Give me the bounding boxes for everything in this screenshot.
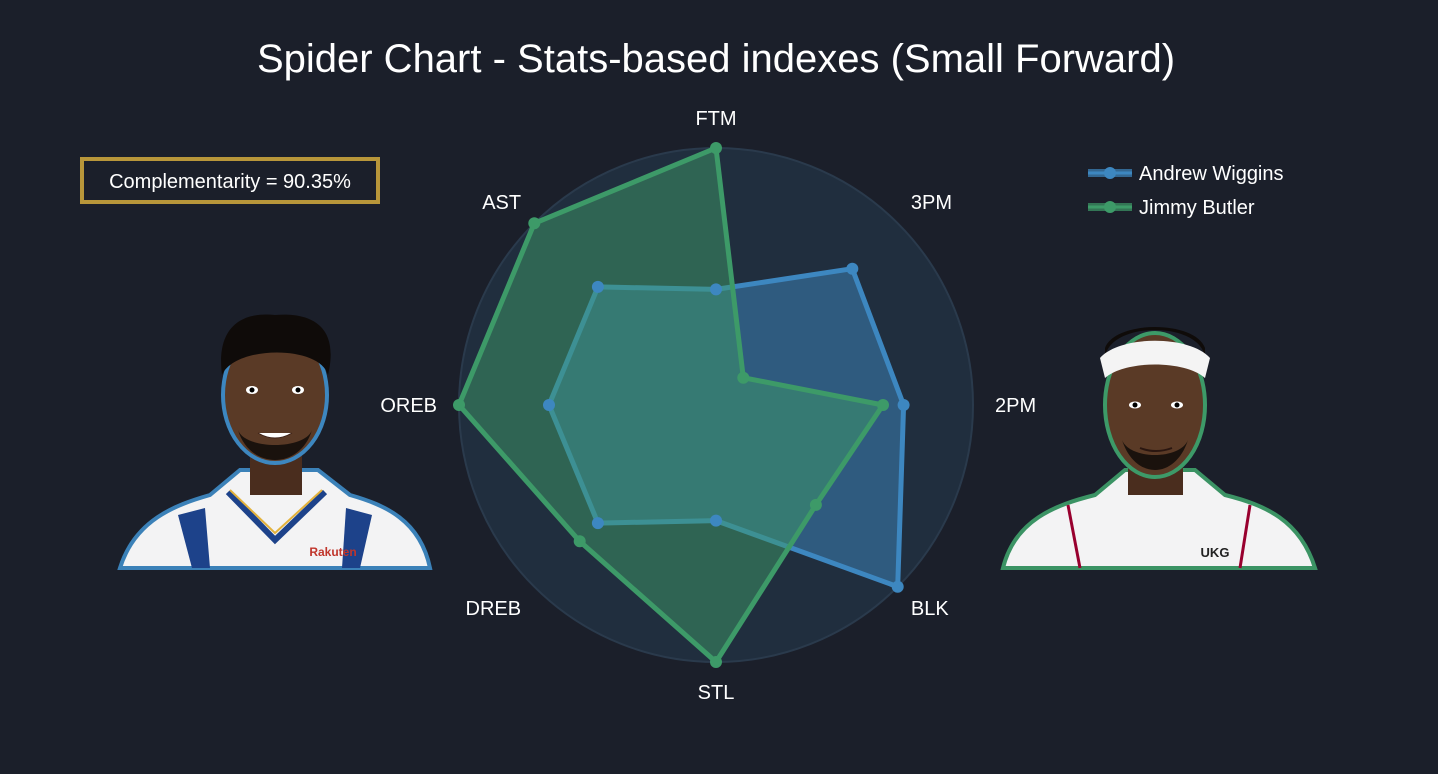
series-point bbox=[710, 142, 722, 154]
complementarity-annotation: Complementarity = 90.35% bbox=[80, 157, 380, 204]
legend-marker bbox=[1104, 167, 1116, 179]
left-player-portrait: Rakuten bbox=[117, 314, 433, 570]
axis-label: AST bbox=[482, 192, 521, 214]
series-point bbox=[809, 498, 822, 511]
annotation-box bbox=[80, 157, 380, 204]
axis-label: 2PM bbox=[995, 395, 1036, 417]
series-point bbox=[543, 399, 555, 411]
series-point bbox=[846, 262, 859, 275]
axis-label: BLK bbox=[911, 598, 949, 620]
series-point bbox=[710, 283, 722, 296]
axis-label: DREB bbox=[466, 598, 522, 620]
radar-plot bbox=[453, 142, 974, 668]
player-portrait-icon: UKG bbox=[1000, 327, 1318, 570]
axis-label: STL bbox=[698, 682, 735, 704]
axis-label: FTM bbox=[695, 108, 736, 130]
player-portrait-icon: Rakuten bbox=[117, 314, 433, 570]
series-point bbox=[877, 399, 889, 411]
right-player-portrait: UKG bbox=[1000, 327, 1318, 570]
series-point bbox=[573, 535, 586, 548]
right-jersey-brand: UKG bbox=[1201, 545, 1230, 560]
legend-item[interactable]: Jimmy Butler bbox=[1088, 197, 1255, 219]
legend: Andrew Wiggins Jimmy Butler bbox=[1088, 163, 1284, 219]
axis-label: 3PM bbox=[911, 192, 952, 214]
legend-marker bbox=[1104, 201, 1116, 213]
legend-label: Jimmy Butler bbox=[1139, 197, 1255, 219]
legend-item[interactable]: Andrew Wiggins bbox=[1088, 163, 1284, 185]
annotation-text: Complementarity = 90.35% bbox=[109, 171, 351, 193]
series-point bbox=[710, 656, 722, 668]
series-point bbox=[710, 514, 722, 527]
series-point bbox=[891, 580, 904, 593]
series-point bbox=[897, 399, 910, 411]
axis-label: OREB bbox=[380, 395, 437, 417]
series-point bbox=[591, 280, 604, 293]
series-point bbox=[737, 371, 750, 384]
axis-labels: FTM 3PM 2PM BLK STL DREB OREB AST bbox=[380, 108, 1036, 704]
legend-label: Andrew Wiggins bbox=[1139, 163, 1284, 185]
series-point bbox=[453, 399, 465, 411]
left-jersey-brand: Rakuten bbox=[309, 545, 356, 559]
series-point bbox=[528, 217, 541, 230]
chart-title: Spider Chart - Stats-based indexes (Smal… bbox=[257, 37, 1175, 81]
series-point bbox=[591, 517, 604, 530]
